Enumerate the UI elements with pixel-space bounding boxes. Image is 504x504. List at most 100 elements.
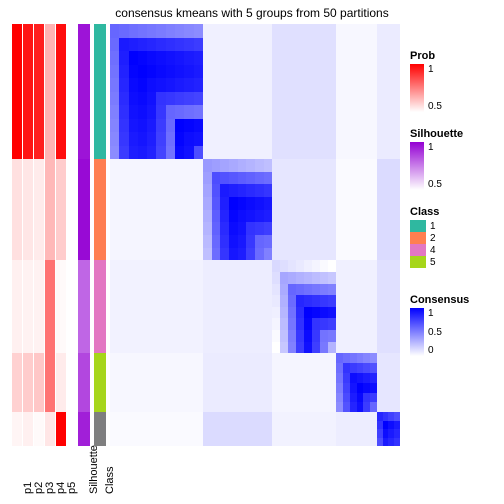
heatmap-block bbox=[336, 24, 377, 159]
legend-title: Class bbox=[410, 206, 439, 218]
legend-swatch bbox=[410, 220, 426, 232]
prob-cell bbox=[45, 260, 55, 353]
legend-cons: Consensus 1 0.5 0 bbox=[410, 294, 469, 356]
prob-col-p2 bbox=[23, 24, 33, 446]
prob-cell bbox=[23, 159, 33, 260]
prob-cell bbox=[56, 353, 66, 412]
legend-swatch bbox=[410, 232, 426, 244]
class-cell bbox=[94, 24, 106, 159]
heatmap-block bbox=[272, 353, 336, 412]
prob-cell bbox=[23, 260, 33, 353]
heatmap-block bbox=[272, 24, 336, 159]
legend-sil: Silhouette 1 0.5 bbox=[410, 128, 463, 190]
heatmap-block bbox=[110, 353, 203, 412]
class-cell bbox=[94, 353, 106, 412]
class-cell bbox=[94, 412, 106, 446]
legend-swatch bbox=[410, 244, 426, 256]
legend-label: 1 bbox=[430, 221, 436, 232]
legend-title: Silhouette bbox=[410, 128, 463, 140]
prob-cell bbox=[45, 353, 55, 412]
legend-tick: 0.5 bbox=[428, 101, 442, 112]
heatmap-block bbox=[377, 159, 400, 260]
heatmap-block bbox=[336, 159, 377, 260]
prob-cell bbox=[56, 24, 66, 159]
prob-cell bbox=[34, 159, 44, 260]
prob-cell bbox=[12, 260, 22, 353]
legend-item: 1 bbox=[410, 220, 439, 232]
legend-item: 5 bbox=[410, 256, 439, 268]
legend-tick: 0.5 bbox=[428, 327, 442, 338]
legend-label: 4 bbox=[430, 245, 436, 256]
prob-cell bbox=[45, 412, 55, 446]
axis-label-p4: p4 bbox=[55, 482, 67, 494]
heatmap-block bbox=[272, 412, 336, 446]
prob-cell bbox=[34, 353, 44, 412]
legend-swatch bbox=[410, 256, 426, 268]
prob-cell bbox=[12, 353, 22, 412]
plot-title: consensus kmeans with 5 groups from 50 p… bbox=[0, 6, 504, 20]
legend-tick: 1 bbox=[428, 64, 442, 75]
sil-cell bbox=[78, 24, 90, 159]
legend-title: Prob bbox=[410, 50, 442, 62]
sil-cell bbox=[78, 159, 90, 260]
prob-col-p5 bbox=[56, 24, 66, 446]
legend-tick: 1 bbox=[428, 308, 442, 319]
axis-label-p1: p1 bbox=[22, 482, 34, 494]
heatmap-block bbox=[377, 24, 400, 159]
heatmap-block bbox=[110, 412, 203, 446]
prob-cell bbox=[34, 260, 44, 353]
axis-label-p5: p5 bbox=[66, 482, 78, 494]
legend-item: 2 bbox=[410, 232, 439, 244]
prob-col-p4 bbox=[45, 24, 55, 446]
prob-cell bbox=[45, 24, 55, 159]
legend-label: 5 bbox=[430, 257, 436, 268]
heatmap-cell bbox=[394, 438, 400, 447]
heatmap-block bbox=[110, 260, 203, 353]
sil-cell bbox=[78, 412, 90, 446]
silhouette-col bbox=[78, 24, 90, 446]
prob-cell bbox=[12, 412, 22, 446]
legend-gradient bbox=[410, 142, 424, 190]
axis-label-p3: p3 bbox=[44, 482, 56, 494]
heatmap-block bbox=[272, 159, 336, 260]
legend-label: 2 bbox=[430, 233, 436, 244]
legend-tick: 0 bbox=[428, 345, 442, 356]
prob-cell bbox=[23, 353, 33, 412]
axis-label-class: Class bbox=[104, 466, 116, 494]
heatmap-block bbox=[110, 159, 203, 260]
heatmap-block bbox=[336, 412, 377, 446]
legend-prob: Prob 1 0.5 bbox=[410, 50, 442, 112]
legend-title: Consensus bbox=[410, 294, 469, 306]
heatmap-block bbox=[203, 260, 273, 353]
heatmap-block bbox=[336, 260, 377, 353]
prob-cell bbox=[23, 24, 33, 159]
axis-label-silhouette: Silhouette bbox=[88, 445, 100, 494]
prob-col-p3 bbox=[34, 24, 44, 446]
legend-item: 4 bbox=[410, 244, 439, 256]
heatmap-block bbox=[377, 260, 400, 353]
legend-gradient bbox=[410, 308, 424, 356]
axis-label-p2: p2 bbox=[33, 482, 45, 494]
prob-cell bbox=[45, 159, 55, 260]
heatmap-block bbox=[203, 24, 273, 159]
class-col bbox=[94, 24, 106, 446]
prob-cell bbox=[34, 412, 44, 446]
prob-cell bbox=[56, 159, 66, 260]
legend-class: Class 1245 bbox=[410, 206, 439, 268]
class-cell bbox=[94, 159, 106, 260]
heatmap-block bbox=[203, 412, 273, 446]
legend-gradient bbox=[410, 64, 424, 112]
prob-cell bbox=[12, 159, 22, 260]
class-cell bbox=[94, 260, 106, 353]
prob-cell bbox=[56, 412, 66, 446]
prob-cell bbox=[23, 412, 33, 446]
sil-cell bbox=[78, 260, 90, 353]
heatmap-block bbox=[377, 353, 400, 412]
prob-cell bbox=[12, 24, 22, 159]
prob-cell bbox=[56, 260, 66, 353]
sil-cell bbox=[78, 353, 90, 412]
heatmap-block bbox=[203, 353, 273, 412]
prob-col-p1 bbox=[12, 24, 22, 446]
legend-tick: 0.5 bbox=[428, 179, 442, 190]
legend-tick: 1 bbox=[428, 142, 442, 153]
